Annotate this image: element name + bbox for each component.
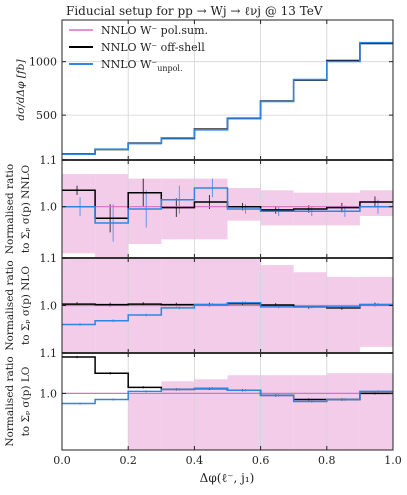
x-tick-label: 0.2 bbox=[119, 454, 137, 467]
uncertainty-band-bin bbox=[194, 379, 228, 450]
y-axis-label-secondary: to Σₚ σ(p) NNLO bbox=[20, 165, 32, 254]
series-line bbox=[62, 41, 393, 155]
series-line bbox=[62, 187, 393, 224]
y-axis-label: Normalised ratio bbox=[4, 356, 16, 446]
uncertainty-band-bin bbox=[62, 174, 96, 254]
x-tick-label: 0.4 bbox=[186, 454, 204, 467]
uncertainty-band-bin bbox=[128, 393, 162, 450]
uncertainty-band-bin bbox=[359, 190, 393, 216]
uncertainty-band-bin bbox=[260, 190, 294, 226]
y-tick-label: 1.0 bbox=[40, 387, 58, 400]
uncertainty-band-bin bbox=[161, 178, 195, 240]
x-tick-label: 0.6 bbox=[252, 454, 270, 467]
uncertainty-band-bin bbox=[293, 375, 327, 450]
series-line bbox=[62, 301, 393, 326]
uncertainty-band-bin bbox=[326, 277, 360, 353]
uncertainty-band-bin bbox=[359, 277, 393, 347]
y-tick-label: 1.1 bbox=[40, 347, 58, 360]
series-line bbox=[62, 387, 393, 405]
legend-label-subscript: unpol. bbox=[157, 64, 182, 73]
uncertainty-band-bin bbox=[95, 174, 129, 258]
uncertainty-band-bin bbox=[326, 192, 360, 226]
panel-ratio-nlo: 1.0 1.1 Normalised ratio to Σₚ σ(p) NLO bbox=[4, 252, 394, 354]
uncertainty-band-bin bbox=[194, 178, 228, 240]
y-tick-label: 1.0 bbox=[40, 201, 58, 214]
y-axis-label: Normalised ratio bbox=[4, 260, 16, 350]
uncertainty-band-bin bbox=[326, 373, 360, 450]
panel-ratio-lo: 1.0 1.1 0.0 0.2 0.4 0.6 0.8 1.0 Normalised ratio… bbox=[4, 347, 402, 467]
uncertainty-band-bin bbox=[227, 375, 261, 450]
uncertainty-band-bin bbox=[359, 373, 393, 450]
y-tick-label: 1000 bbox=[29, 56, 57, 69]
x-axis-label: Δφ(ℓ⁻, j₁) bbox=[200, 471, 255, 485]
y-tick-label: 1.1 bbox=[40, 154, 58, 167]
uncertainty-band-bin bbox=[260, 265, 294, 353]
y-axis-label-secondary: to Σₚ σ(p) NLO bbox=[20, 266, 32, 345]
x-tick-label: 0.8 bbox=[318, 454, 336, 467]
y-axis-label-secondary: to Σₚ σ(p) LO bbox=[20, 366, 32, 436]
uncertainty-band-bin bbox=[128, 178, 162, 244]
y-axis-label: dσ/dΔφ [fb] bbox=[15, 58, 27, 120]
legend-label: NNLO W⁻ off-shell bbox=[101, 41, 205, 54]
x-tick-label: 1.0 bbox=[384, 454, 402, 467]
chart-title: Fiducial setup for pp → Wj → ℓνj @ 13 Te… bbox=[66, 4, 323, 18]
uncertainty-band-bin bbox=[161, 381, 195, 450]
y-tick-label: 1.0 bbox=[40, 300, 58, 313]
uncertainty-band-bin bbox=[293, 272, 327, 353]
x-tick-label: 0.0 bbox=[53, 454, 71, 467]
legend-label: NNLO W⁻ pol.sum. bbox=[101, 24, 208, 37]
y-tick-label: 1.1 bbox=[40, 252, 58, 265]
uncertainty-band-bin bbox=[227, 188, 261, 221]
uncertainty-band-bin bbox=[260, 375, 294, 450]
panel-background bbox=[62, 20, 393, 160]
panel-ratio-nnlo: 1.0 1.1 Normalised ratio to Σₚ σ(p) NNLO bbox=[4, 154, 394, 259]
y-tick-label: 500 bbox=[36, 109, 57, 122]
y-axis-label: Normalised ratio bbox=[4, 164, 16, 254]
